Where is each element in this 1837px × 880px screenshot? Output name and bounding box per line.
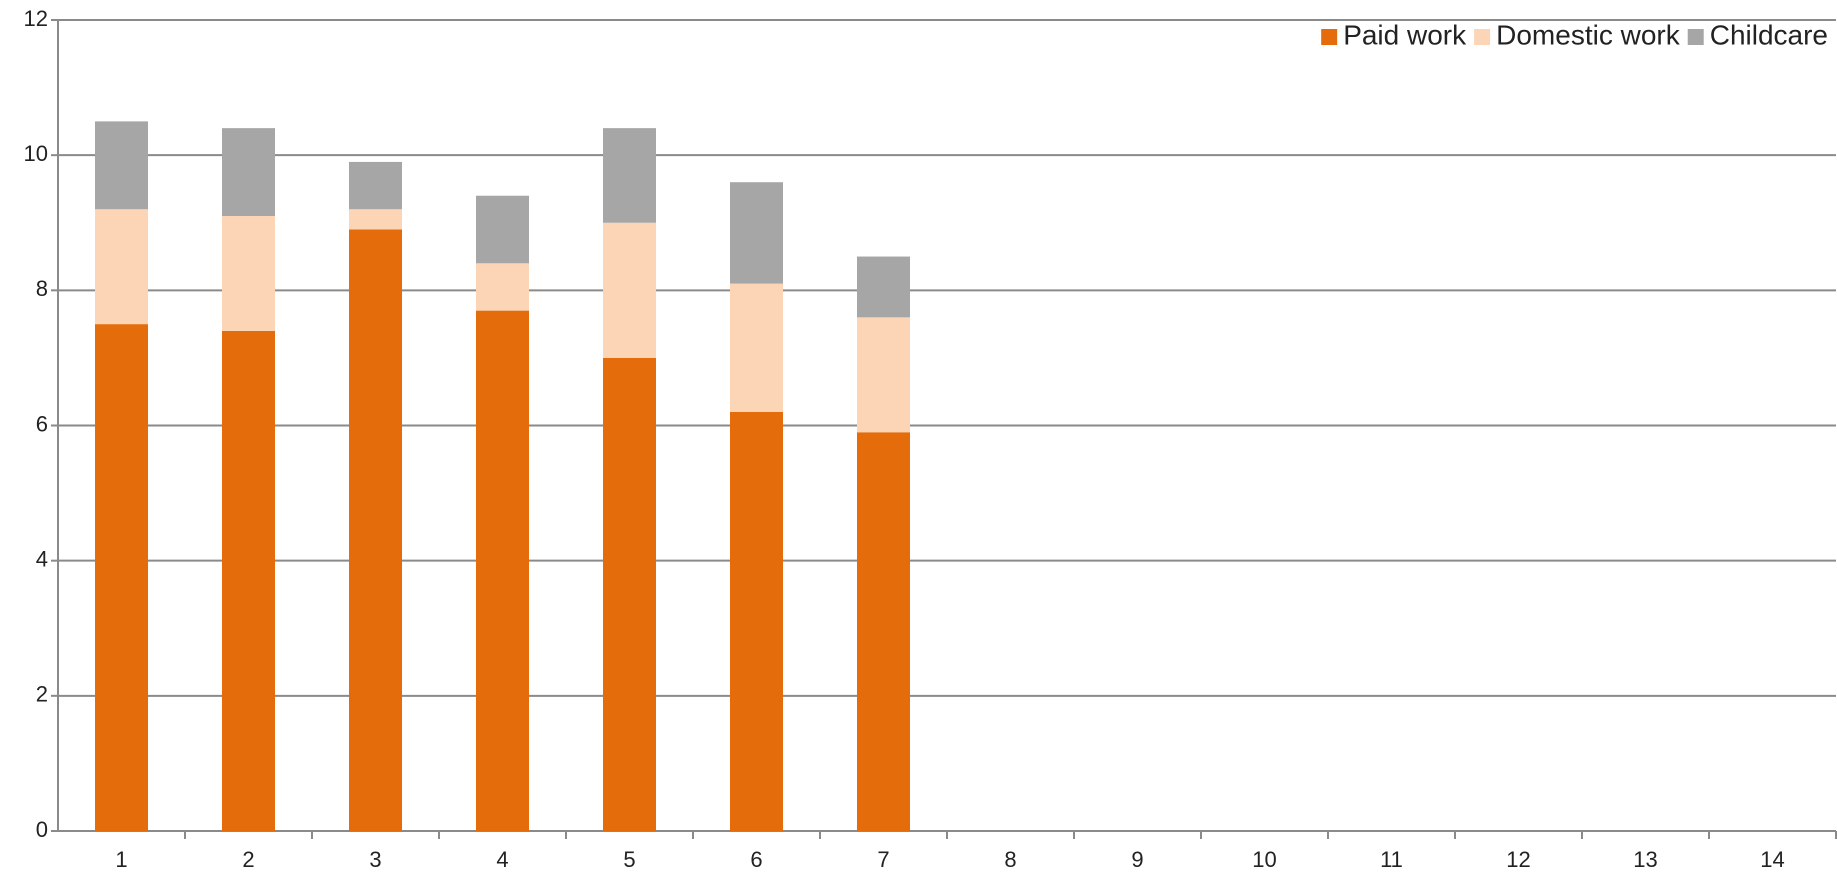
bar-segment (349, 229, 402, 832)
x-tick-label: 12 (1506, 847, 1530, 872)
x-tick-label: 5 (623, 847, 635, 872)
bar-segment (857, 256, 910, 318)
legend-label: Paid work (1343, 19, 1467, 50)
x-tick-label: 8 (1004, 847, 1016, 872)
legend-label: Domestic work (1496, 19, 1681, 50)
x-tick-label: 3 (369, 847, 381, 872)
y-tick-label: 12 (24, 6, 48, 31)
bar-segment (222, 128, 275, 216)
legend-swatch (1474, 29, 1491, 45)
bar-segment (476, 195, 529, 264)
bar-segment (730, 411, 783, 831)
bar-segment (603, 128, 656, 223)
x-tick-label: 1 (115, 847, 127, 872)
bar-segment (603, 357, 656, 831)
bar-segment (730, 283, 783, 412)
bar-segment (857, 432, 910, 831)
bar-segment (95, 209, 148, 325)
bar-segment (603, 222, 656, 358)
bar-segment (349, 161, 402, 210)
x-tick-label: 14 (1760, 847, 1784, 872)
legend-swatch (1687, 29, 1704, 45)
y-tick-label: 0 (36, 817, 48, 842)
x-tick-label: 6 (750, 847, 762, 872)
bar-segment (222, 330, 275, 831)
bar-segment (95, 121, 148, 210)
x-tick-label: 9 (1131, 847, 1143, 872)
x-tick-label: 13 (1633, 847, 1657, 872)
y-tick-label: 8 (36, 276, 48, 301)
y-tick-label: 6 (36, 411, 48, 436)
legend-swatch (1321, 29, 1338, 45)
y-tick-label: 10 (24, 141, 48, 166)
x-tick-label: 2 (242, 847, 254, 872)
x-tick-label: 10 (1252, 847, 1276, 872)
bar-segment (95, 324, 148, 831)
y-tick-label: 4 (36, 546, 48, 571)
bar-segment (730, 182, 783, 284)
bar-segment (857, 317, 910, 433)
bar-segment (222, 215, 275, 331)
x-tick-label: 11 (1380, 847, 1403, 872)
bar-segment (476, 310, 529, 831)
bar-segment (476, 263, 529, 311)
bar-segment (349, 209, 402, 230)
y-tick-label: 2 (36, 682, 48, 707)
x-tick-label: 4 (496, 847, 508, 872)
x-tick-label: 7 (877, 847, 889, 872)
legend-label: Childcare (1710, 19, 1828, 50)
